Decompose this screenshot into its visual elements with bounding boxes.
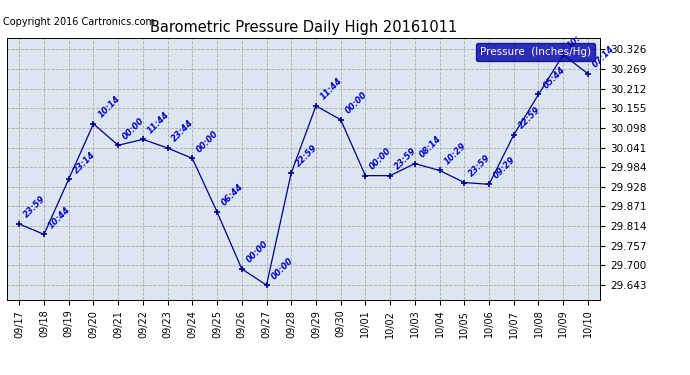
- Text: 05:44: 05:44: [541, 65, 566, 90]
- Text: 10:14: 10:14: [96, 94, 121, 120]
- Text: 00:00: 00:00: [368, 146, 393, 171]
- Text: 00:00: 00:00: [244, 239, 270, 265]
- Text: 11:44: 11:44: [146, 110, 171, 135]
- Text: 23:14: 23:14: [72, 150, 97, 175]
- Text: 00:00: 00:00: [344, 90, 369, 116]
- Text: 10:29: 10:29: [442, 141, 468, 166]
- Legend: Pressure  (Inches/Hg): Pressure (Inches/Hg): [476, 43, 595, 61]
- Text: 07:14: 07:14: [591, 44, 616, 70]
- Text: 23:44: 23:44: [170, 118, 196, 144]
- Text: Copyright 2016 Cartronics.com: Copyright 2016 Cartronics.com: [3, 17, 155, 27]
- Text: 23:59: 23:59: [22, 195, 48, 220]
- Text: 22:59: 22:59: [294, 143, 319, 169]
- Text: 10:44: 10:44: [47, 205, 72, 230]
- Text: 06:44: 06:44: [220, 182, 245, 208]
- Text: 09:29: 09:29: [492, 155, 518, 180]
- Text: 10:: 10:: [566, 33, 583, 51]
- Text: 08:14: 08:14: [417, 134, 443, 159]
- Text: 23:59: 23:59: [467, 153, 493, 178]
- Text: 23:59: 23:59: [393, 146, 418, 171]
- Text: 22:59: 22:59: [517, 105, 542, 131]
- Text: 00:00: 00:00: [195, 129, 221, 154]
- Title: Barometric Pressure Daily High 20161011: Barometric Pressure Daily High 20161011: [150, 20, 457, 35]
- Text: 00:00: 00:00: [121, 116, 146, 141]
- Text: 00:00: 00:00: [269, 256, 295, 281]
- Text: 11:44: 11:44: [319, 76, 344, 102]
